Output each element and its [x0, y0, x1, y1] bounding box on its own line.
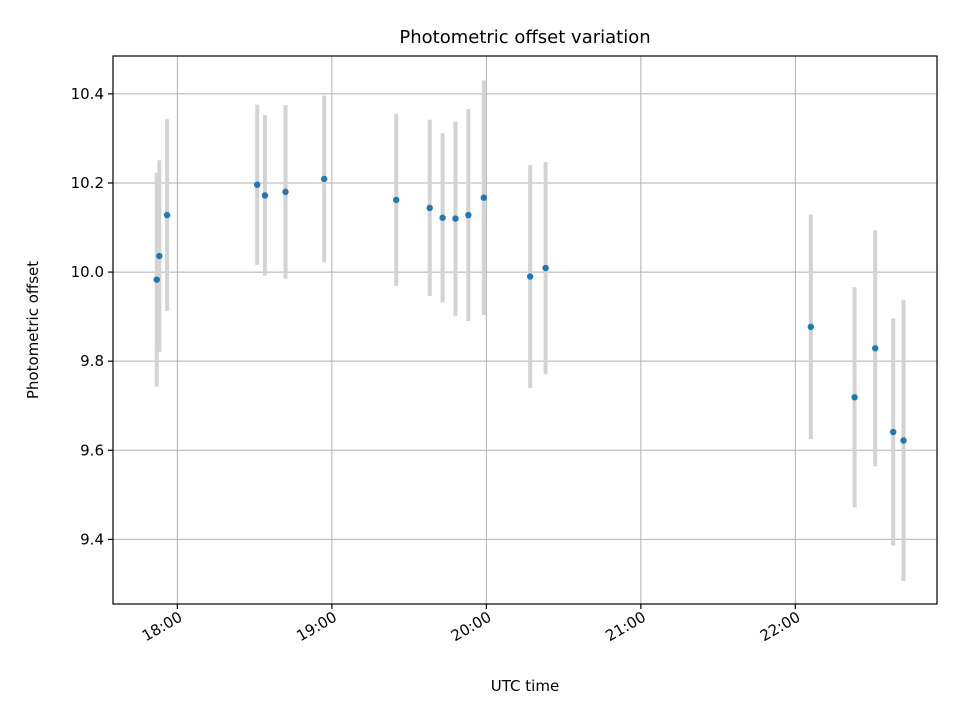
- data-point: [480, 194, 487, 201]
- y-tick-label: 9.8: [80, 352, 104, 370]
- plot-frame: [112, 55, 938, 605]
- data-point: [393, 196, 400, 204]
- data-point: [465, 211, 472, 219]
- data-point: [163, 211, 171, 219]
- data-points: [153, 175, 907, 444]
- data-point: [452, 215, 459, 222]
- grid: [113, 56, 937, 604]
- data-point: [254, 181, 261, 188]
- data-point: [320, 175, 328, 183]
- data-point: [261, 192, 269, 199]
- data-point: [807, 323, 815, 331]
- data-point: [890, 428, 897, 436]
- data-point: [153, 276, 160, 283]
- y-tick-label: 9.6: [80, 441, 104, 459]
- data-point: [439, 214, 446, 221]
- y-tick-label: 10.0: [71, 263, 104, 281]
- y-tick-label: 10.4: [71, 85, 104, 103]
- y-tick-label: 10.2: [71, 174, 104, 192]
- y-ticks: 9.4 9.6 9.8 10.0 10.2 10.4: [71, 85, 113, 548]
- y-axis-label: Photometric offset: [24, 261, 42, 399]
- y-tick-label: 9.4: [80, 530, 104, 548]
- data-point: [426, 204, 433, 212]
- data-point: [156, 252, 163, 260]
- data-point: [526, 273, 534, 280]
- chart-title: Photometric offset variation: [399, 27, 650, 48]
- data-point: [900, 437, 907, 444]
- data-point: [851, 394, 858, 401]
- data-point: [872, 345, 879, 352]
- data-point: [542, 264, 549, 272]
- x-axis-label: UTC time: [491, 677, 559, 695]
- data-point: [282, 188, 289, 196]
